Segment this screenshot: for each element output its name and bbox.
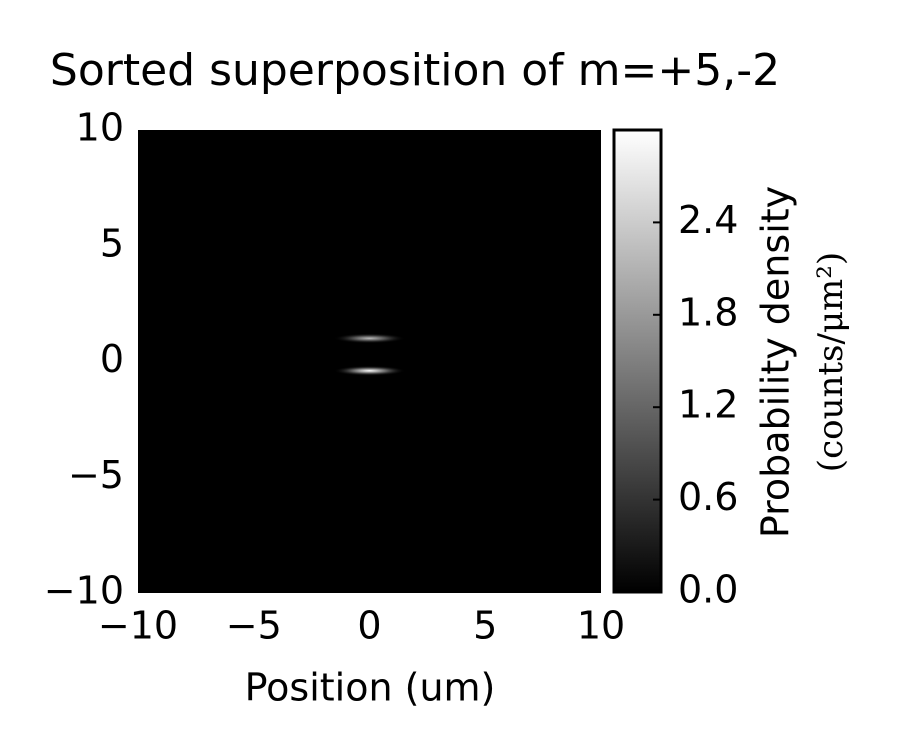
- colorbar-tick-label: 1.2: [678, 383, 738, 427]
- x-tick-label: 10: [577, 604, 625, 648]
- y-tick-label: −10: [44, 569, 124, 613]
- x-tick-label: 0: [357, 604, 381, 648]
- colorbar-tick-label: 2.4: [678, 198, 738, 242]
- y-tick-label: 5: [100, 221, 124, 265]
- x-tick-label: −10: [98, 604, 178, 648]
- colorbar-tick-label: 0.0: [678, 568, 738, 612]
- colorbar-tick-label: 1.8: [678, 290, 738, 334]
- heat-spot: [333, 365, 406, 376]
- colorbar-label: (counts/μm²): [811, 252, 851, 472]
- heatmap-background: [138, 130, 601, 593]
- colorbar: [612, 128, 663, 594]
- x-tick-label: −5: [226, 604, 282, 648]
- y-tick-label: 0: [100, 337, 124, 381]
- y-tick-label: −5: [68, 453, 124, 497]
- chart-title: Sorted superposition of m=+5,-2: [50, 45, 780, 96]
- y-tick-label: 10: [76, 106, 124, 150]
- heat-spot: [333, 333, 406, 344]
- x-tick-label: 5: [473, 604, 497, 648]
- colorbar-label: Probability density: [754, 186, 798, 538]
- x-axis-label: Position (um): [245, 666, 496, 710]
- colorbar-tick-label: 0.6: [678, 475, 738, 519]
